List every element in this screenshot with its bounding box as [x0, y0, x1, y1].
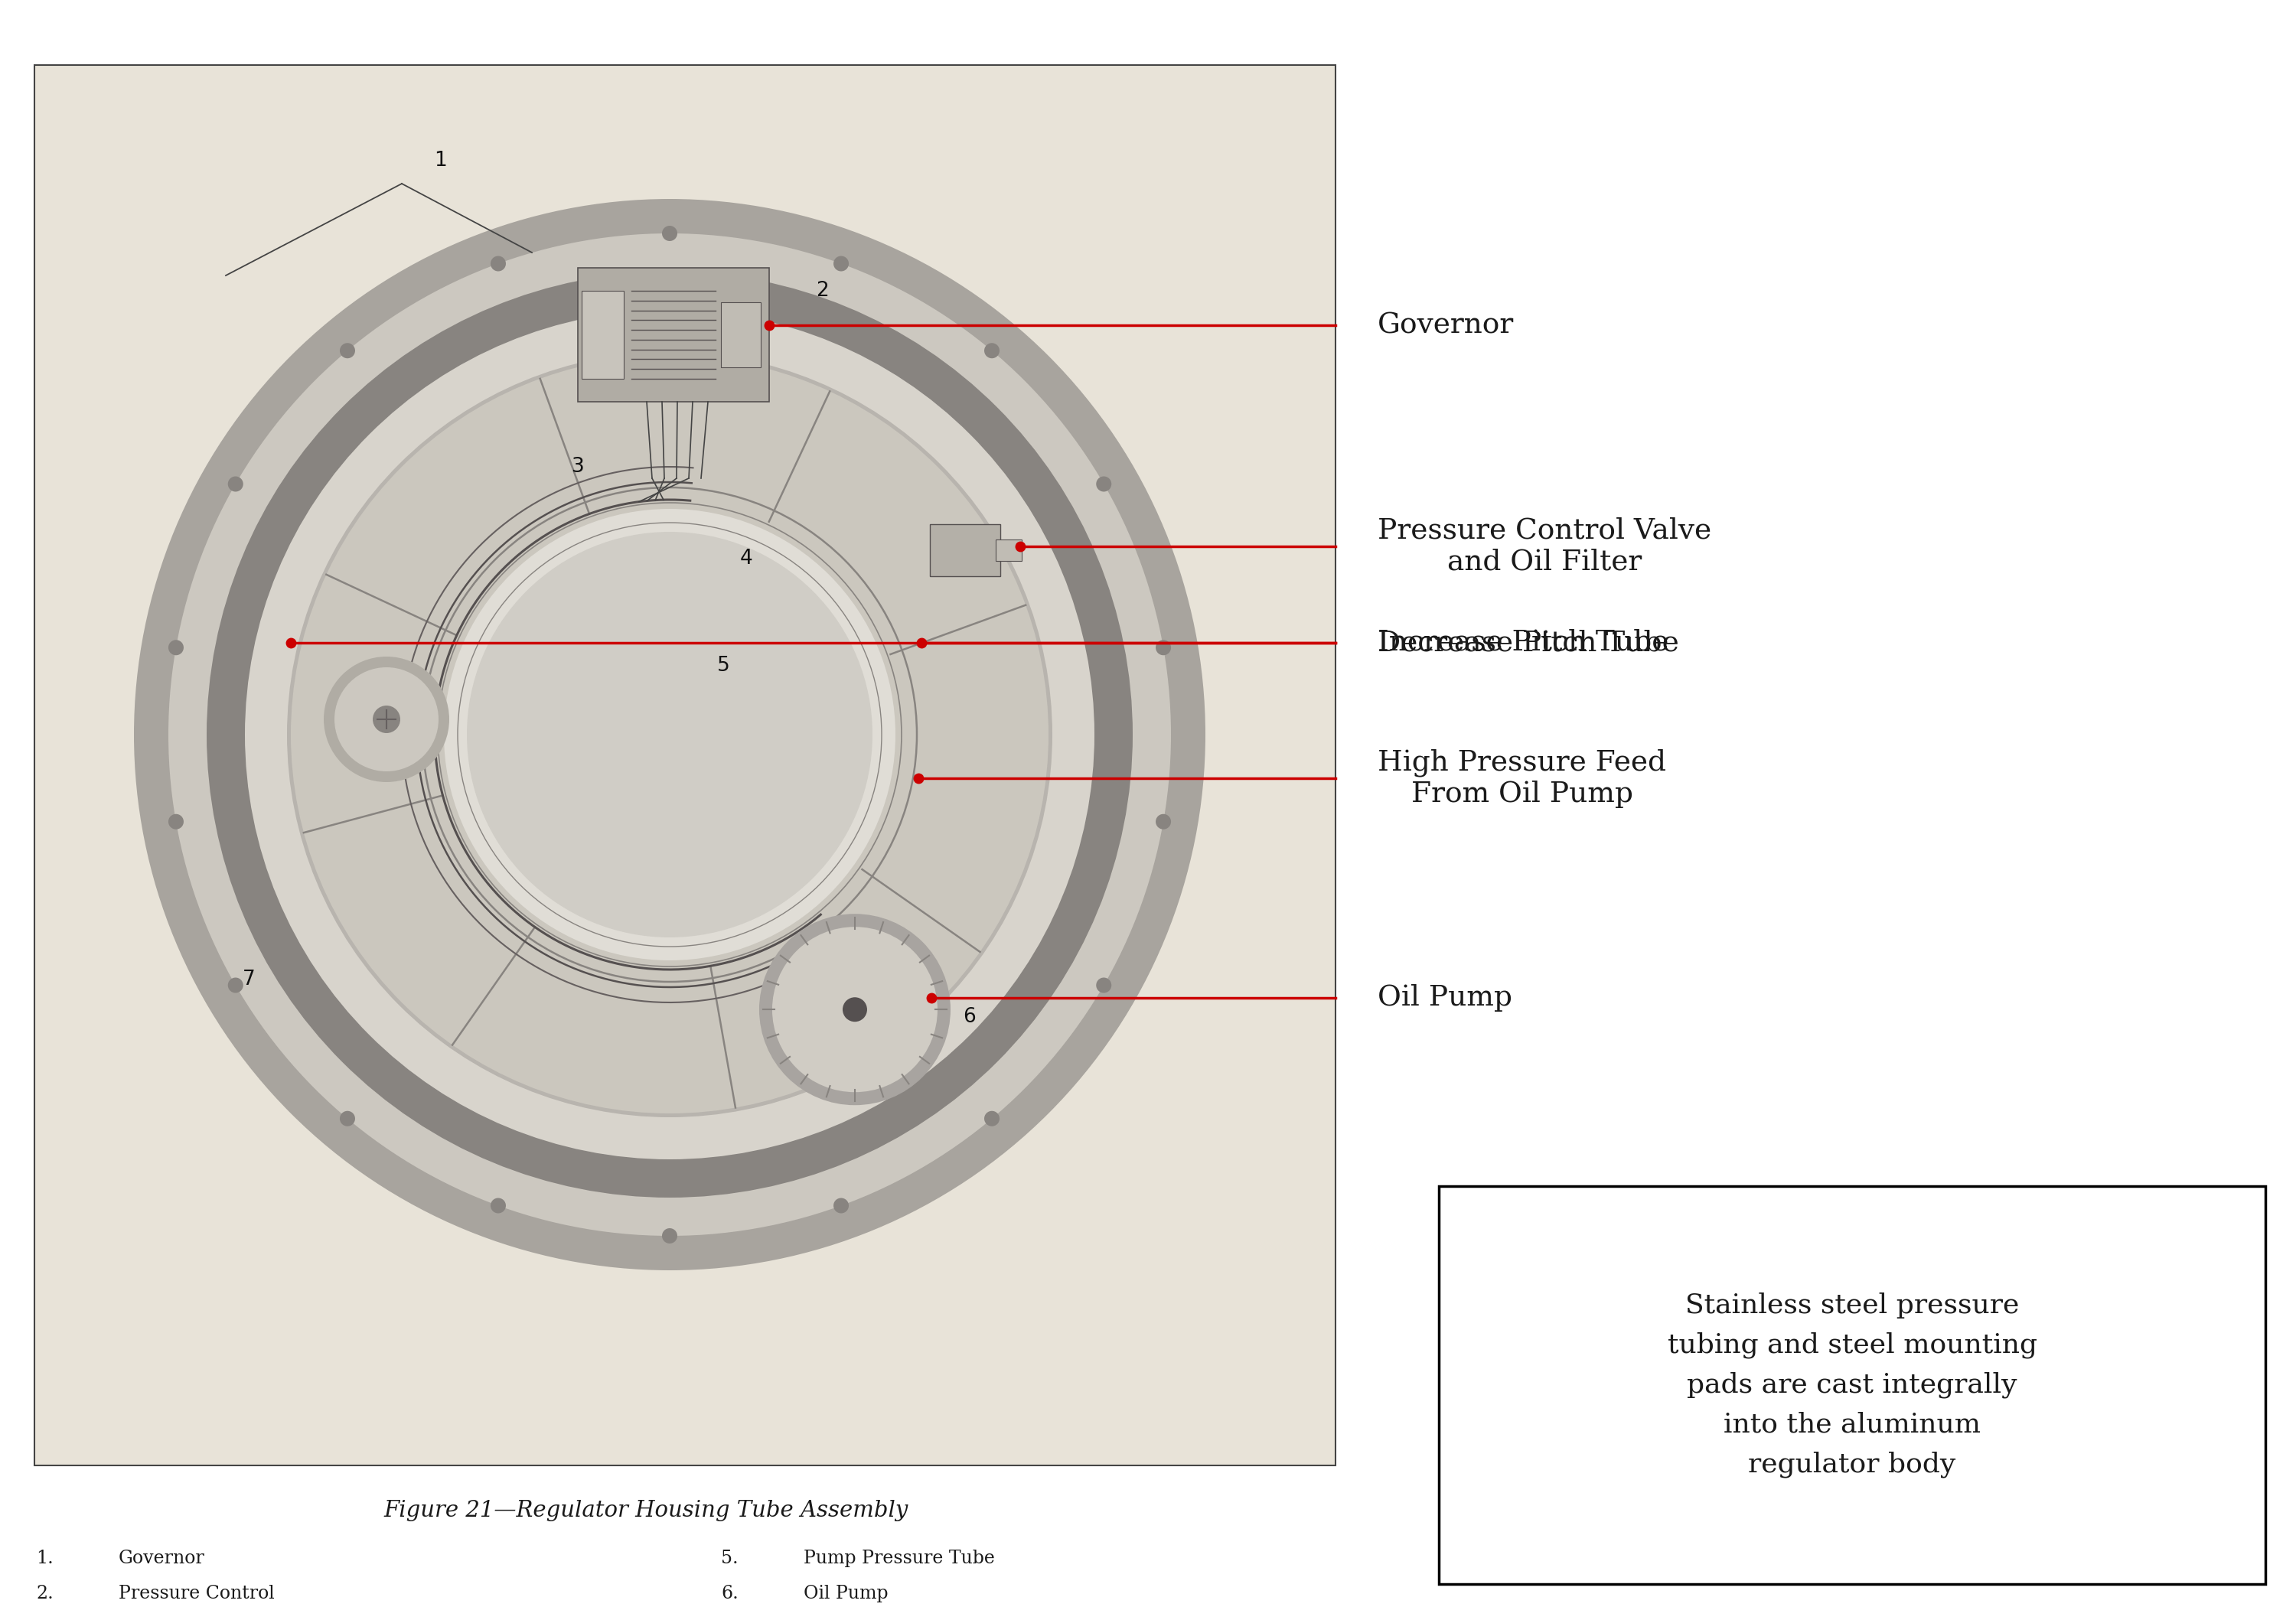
- Text: 3: 3: [572, 456, 583, 477]
- FancyBboxPatch shape: [930, 524, 1001, 575]
- Circle shape: [1100, 689, 1114, 702]
- Circle shape: [340, 342, 356, 358]
- Circle shape: [207, 272, 1132, 1197]
- Circle shape: [333, 1016, 344, 1028]
- Circle shape: [168, 233, 1171, 1236]
- Text: 6: 6: [964, 1008, 976, 1027]
- Text: Pressure Control: Pressure Control: [119, 1585, 276, 1602]
- Circle shape: [833, 1197, 850, 1213]
- Text: Stainless steel pressure
tubing and steel mounting
pads are cast integrally
into: Stainless steel pressure tubing and stee…: [1667, 1292, 2037, 1477]
- Text: 6.: 6.: [721, 1585, 739, 1602]
- Circle shape: [1155, 815, 1171, 829]
- Text: 1: 1: [434, 151, 445, 170]
- Circle shape: [168, 815, 184, 829]
- Text: 4: 4: [739, 548, 753, 569]
- Circle shape: [443, 509, 895, 961]
- Text: Governor: Governor: [119, 1549, 204, 1567]
- Text: 2.: 2.: [37, 1585, 53, 1602]
- Text: Pressure Control Valve
and Oil Filter: Pressure Control Valve and Oil Filter: [1378, 516, 1711, 575]
- Circle shape: [833, 256, 850, 272]
- Text: 7: 7: [243, 969, 255, 990]
- Circle shape: [246, 310, 1095, 1159]
- Text: 1.: 1.: [37, 1549, 53, 1567]
- Circle shape: [833, 1131, 847, 1144]
- Text: Governor: Governor: [1378, 312, 1513, 339]
- FancyBboxPatch shape: [579, 268, 769, 402]
- Circle shape: [1095, 476, 1111, 492]
- FancyBboxPatch shape: [581, 291, 625, 379]
- Circle shape: [287, 503, 301, 516]
- Circle shape: [994, 440, 1008, 453]
- Circle shape: [760, 914, 951, 1106]
- Circle shape: [227, 476, 243, 492]
- Text: Pump Pressure Tube: Pump Pressure Tube: [804, 1549, 994, 1567]
- Circle shape: [287, 352, 1052, 1117]
- Text: Oil Pump: Oil Pump: [1378, 983, 1513, 1012]
- Text: 5.: 5.: [721, 1549, 739, 1567]
- Circle shape: [491, 325, 505, 337]
- Circle shape: [466, 532, 872, 937]
- Circle shape: [335, 667, 439, 771]
- Text: 5: 5: [716, 656, 730, 675]
- Bar: [1440, 1186, 2266, 1585]
- FancyBboxPatch shape: [996, 540, 1022, 561]
- Circle shape: [771, 927, 937, 1093]
- Circle shape: [762, 301, 774, 313]
- Circle shape: [843, 998, 868, 1022]
- Text: High Pressure Feed
From Oil Pump: High Pressure Feed From Oil Pump: [1378, 749, 1667, 808]
- Circle shape: [985, 342, 999, 358]
- Text: Decrease Pitch Tube: Decrease Pitch Tube: [1378, 630, 1678, 657]
- Circle shape: [565, 1155, 579, 1168]
- Circle shape: [340, 1110, 356, 1127]
- Text: Oil Pump: Oil Pump: [804, 1585, 889, 1602]
- Circle shape: [227, 767, 239, 779]
- Text: Increase Pitch Tube: Increase Pitch Tube: [1378, 628, 1669, 657]
- Circle shape: [168, 640, 184, 656]
- Bar: [34, 64, 1336, 1466]
- Circle shape: [227, 977, 243, 993]
- Circle shape: [324, 657, 450, 783]
- Circle shape: [491, 1197, 505, 1213]
- Circle shape: [372, 705, 400, 733]
- Text: Figure 21—Regulator Housing Tube Assembly: Figure 21—Regulator Housing Tube Assembl…: [383, 1499, 909, 1522]
- Circle shape: [661, 1228, 677, 1244]
- Circle shape: [985, 1110, 999, 1127]
- Circle shape: [133, 199, 1205, 1270]
- Circle shape: [1095, 977, 1111, 993]
- FancyBboxPatch shape: [721, 302, 760, 368]
- Circle shape: [661, 225, 677, 241]
- Circle shape: [1155, 640, 1171, 656]
- Circle shape: [491, 256, 505, 272]
- Circle shape: [1040, 955, 1052, 967]
- Circle shape: [292, 355, 1049, 1114]
- Text: 2: 2: [817, 281, 829, 301]
